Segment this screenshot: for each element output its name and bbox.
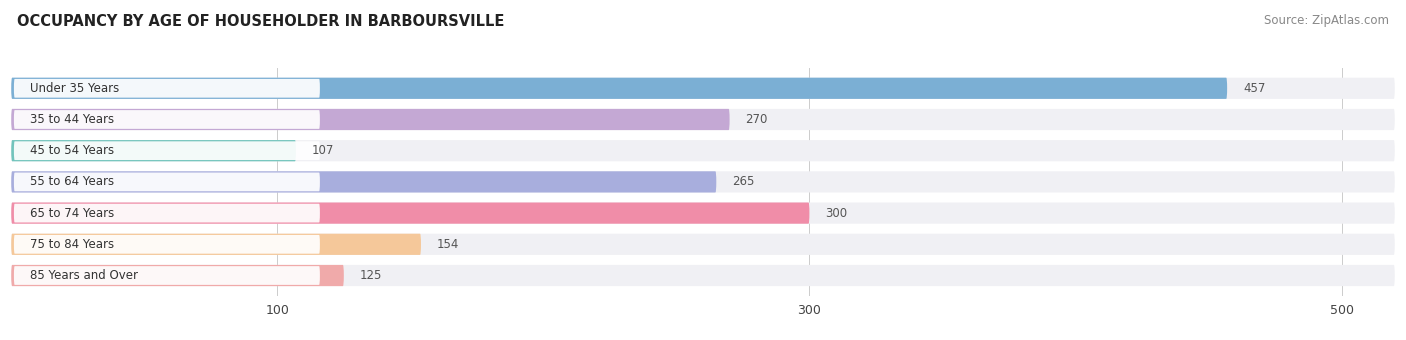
FancyBboxPatch shape bbox=[11, 78, 1395, 99]
FancyBboxPatch shape bbox=[11, 78, 1227, 99]
FancyBboxPatch shape bbox=[14, 172, 321, 191]
FancyBboxPatch shape bbox=[14, 235, 321, 254]
Text: 85 Years and Over: 85 Years and Over bbox=[30, 269, 138, 282]
FancyBboxPatch shape bbox=[14, 141, 321, 160]
FancyBboxPatch shape bbox=[14, 266, 321, 285]
FancyBboxPatch shape bbox=[14, 79, 321, 98]
Text: 75 to 84 Years: 75 to 84 Years bbox=[30, 238, 114, 251]
FancyBboxPatch shape bbox=[11, 234, 420, 255]
FancyBboxPatch shape bbox=[11, 203, 1395, 224]
FancyBboxPatch shape bbox=[11, 171, 716, 192]
FancyBboxPatch shape bbox=[11, 109, 730, 130]
Text: Source: ZipAtlas.com: Source: ZipAtlas.com bbox=[1264, 14, 1389, 27]
Text: 55 to 64 Years: 55 to 64 Years bbox=[30, 175, 114, 188]
FancyBboxPatch shape bbox=[11, 265, 344, 286]
FancyBboxPatch shape bbox=[11, 234, 1395, 255]
Text: 300: 300 bbox=[825, 207, 848, 220]
Text: 35 to 44 Years: 35 to 44 Years bbox=[30, 113, 114, 126]
Text: 65 to 74 Years: 65 to 74 Years bbox=[30, 207, 114, 220]
FancyBboxPatch shape bbox=[14, 110, 321, 129]
Text: 270: 270 bbox=[745, 113, 768, 126]
Text: 45 to 54 Years: 45 to 54 Years bbox=[30, 144, 114, 157]
FancyBboxPatch shape bbox=[11, 140, 1395, 161]
Text: 457: 457 bbox=[1243, 82, 1265, 95]
FancyBboxPatch shape bbox=[11, 171, 1395, 192]
Text: Under 35 Years: Under 35 Years bbox=[30, 82, 120, 95]
FancyBboxPatch shape bbox=[11, 140, 295, 161]
Text: 125: 125 bbox=[360, 269, 382, 282]
FancyBboxPatch shape bbox=[14, 204, 321, 222]
Text: 265: 265 bbox=[733, 175, 755, 188]
FancyBboxPatch shape bbox=[11, 265, 1395, 286]
FancyBboxPatch shape bbox=[11, 109, 1395, 130]
Text: OCCUPANCY BY AGE OF HOUSEHOLDER IN BARBOURSVILLE: OCCUPANCY BY AGE OF HOUSEHOLDER IN BARBO… bbox=[17, 14, 505, 29]
Text: 154: 154 bbox=[437, 238, 460, 251]
Text: 107: 107 bbox=[312, 144, 335, 157]
FancyBboxPatch shape bbox=[11, 203, 810, 224]
